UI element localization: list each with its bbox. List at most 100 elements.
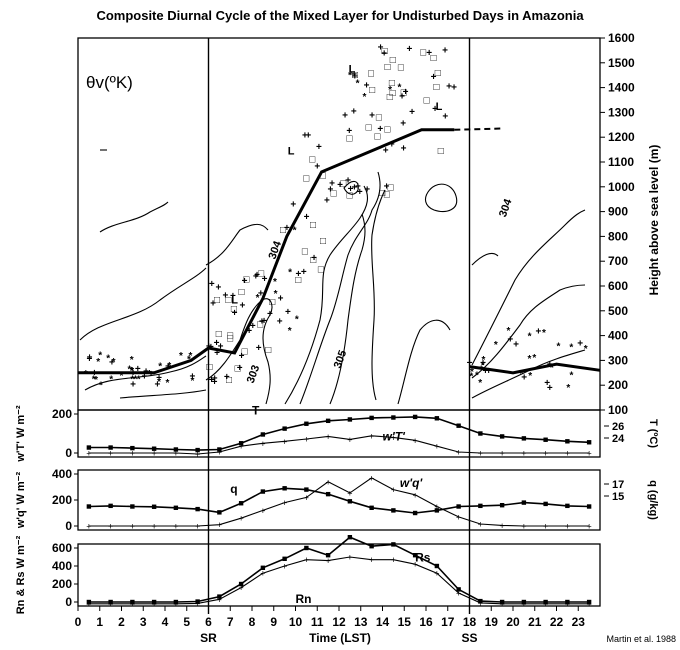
height-tick-label: 300 (608, 353, 628, 367)
observation-symbol: □ (388, 182, 394, 193)
time-tick-label: 1 (96, 615, 103, 629)
series-marker (304, 487, 309, 492)
observation-symbol: □ (340, 178, 346, 189)
time-tick-label: 15 (398, 615, 412, 629)
observation-symbol: + (242, 276, 248, 287)
flux-axis-label: Rn & Rs W m⁻² (15, 535, 27, 614)
right-tick-label: 15 (612, 491, 624, 503)
observation-symbol: * (274, 289, 278, 300)
observation-symbol: + (218, 342, 224, 353)
series-marker (391, 415, 396, 420)
night-layer-top-line (469, 362, 601, 375)
observation-symbol: * (98, 350, 102, 361)
observation-symbol: □ (331, 188, 337, 199)
series-marker (565, 599, 570, 605)
series-marker: + (130, 449, 135, 459)
series-marker: + (369, 555, 374, 565)
observation-symbol: □ (214, 295, 220, 306)
observation-symbol: + (521, 373, 527, 384)
series-marker: + (456, 448, 461, 458)
observation-symbol: * (109, 375, 113, 386)
series-marker (586, 599, 592, 605)
contour-line (471, 252, 499, 266)
observation-symbol: + (345, 175, 351, 186)
observation-symbol: + (250, 321, 256, 332)
height-tick-label: 1600 (608, 31, 635, 45)
right-tick-label: 24 (612, 433, 625, 445)
series-line (88, 477, 590, 527)
series-marker: + (217, 595, 222, 605)
observation-symbol: + (154, 380, 160, 391)
observation-symbol: + (337, 180, 343, 191)
series-marker: + (130, 599, 135, 609)
flux-tick-label: 0 (65, 446, 72, 460)
observation-symbol: + (432, 104, 438, 115)
contour-label: 304 (497, 197, 515, 219)
height-tick-label: 500 (608, 304, 628, 318)
time-tick-label: 10 (289, 615, 303, 629)
series-marker: + (478, 449, 483, 459)
series-marker (478, 598, 483, 604)
series-marker: + (521, 449, 526, 459)
series-marker: + (108, 449, 113, 459)
time-tick-label: 3 (140, 615, 147, 629)
observation-symbol: + (409, 107, 415, 118)
series-marker (499, 503, 505, 508)
observation-symbol: * (566, 383, 570, 394)
series-marker: + (391, 485, 396, 495)
observation-symbol: □ (227, 333, 233, 344)
series-marker (456, 587, 461, 592)
series-marker: + (304, 493, 309, 503)
observation-symbol: □ (433, 82, 439, 93)
series-marker: + (151, 599, 156, 609)
observation-symbol: + (209, 279, 215, 290)
observation-symbol: □ (352, 70, 358, 81)
observation-symbol: □ (390, 88, 396, 99)
series-marker (478, 431, 483, 436)
sunset-label: SS (461, 631, 477, 645)
series-marker (282, 486, 287, 491)
height-tick-label: 800 (608, 229, 628, 243)
observation-symbol: + (212, 374, 218, 385)
time-tick-label: 2 (118, 615, 125, 629)
series-marker: + (347, 553, 352, 563)
observation-symbol: □ (401, 88, 407, 99)
series-marker: + (499, 449, 504, 459)
contour-line (343, 180, 359, 195)
observation-symbol: + (209, 375, 215, 386)
series-marker: + (347, 488, 352, 498)
series-marker (369, 415, 374, 421)
observation-symbol: + (277, 316, 283, 327)
series-marker (434, 508, 440, 513)
series-marker: + (151, 522, 156, 532)
series-marker (521, 436, 527, 441)
series-marker: + (586, 599, 591, 609)
observation-symbol: □ (235, 364, 241, 375)
observation-symbol: + (267, 309, 273, 320)
observation-symbol: + (156, 373, 162, 384)
series-marker (130, 599, 135, 605)
observation-symbol: * (112, 357, 116, 368)
observation-symbol: □ (242, 347, 248, 358)
observation-symbol: + (401, 143, 407, 154)
series-marker (130, 504, 135, 509)
observation-symbol: + (577, 339, 583, 350)
series-marker (521, 500, 527, 505)
series-marker (586, 504, 592, 509)
observation-symbol: + (222, 291, 228, 302)
series-marker: + (521, 599, 526, 609)
observation-symbol: □ (318, 265, 324, 276)
observation-symbol: * (92, 374, 96, 385)
theta-contours (79, 149, 586, 405)
observation-symbol: □ (387, 92, 393, 103)
flux-series: + + + + + + + + + + + + + + + + + + + + + + + + Tw'T' + + + + + + + + + + +… (86, 404, 592, 610)
observation-symbol: + (215, 282, 221, 293)
series-marker (173, 505, 179, 510)
observation-symbol: □ (225, 295, 231, 306)
observation-symbol: * (165, 378, 169, 389)
observation-symbol: + (351, 107, 357, 118)
time-tick-label: 17 (441, 615, 455, 629)
observation-symbol: + (278, 294, 284, 305)
observation-symbol: □ (206, 362, 212, 373)
series-marker: + (195, 599, 200, 609)
